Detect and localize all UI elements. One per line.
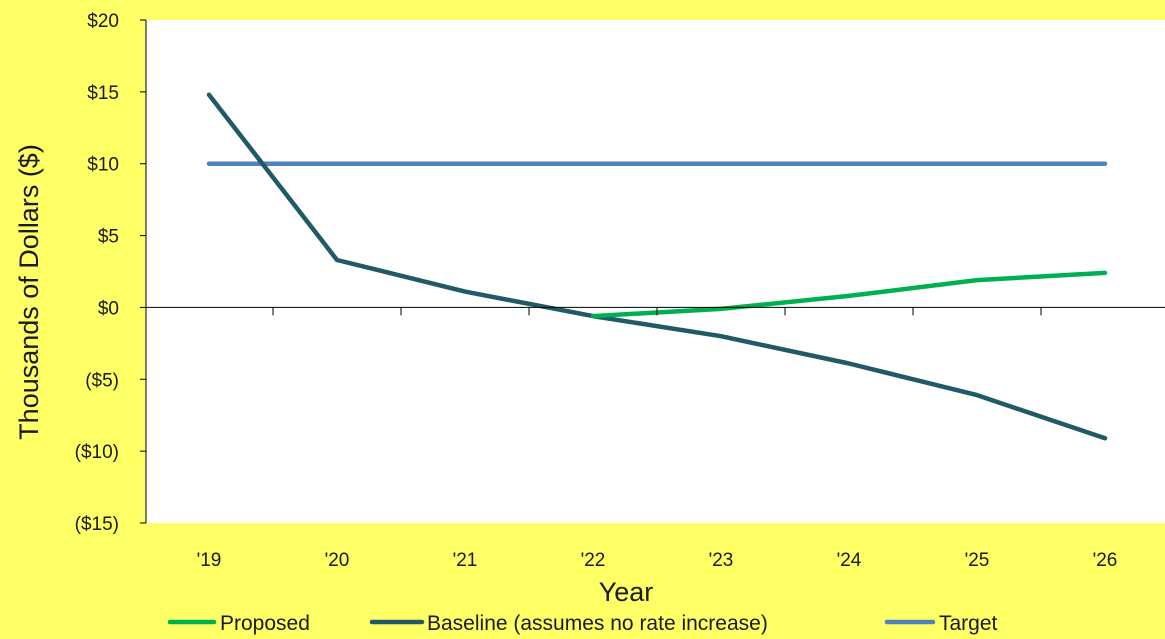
x-axis-title: Year [599,577,654,607]
x-tick-label: '24 [837,550,862,571]
legend-label: Proposed [220,612,310,635]
y-tick-label: $10 [87,155,119,176]
x-tick-label: '20 [325,550,350,571]
series-line-1 [590,270,1108,319]
x-tick-label: '26 [1093,550,1118,571]
y-axis-title: Thousands of Dollars ($) [14,144,44,440]
series-line-2 [206,92,1108,441]
y-tick-label: ($5) [85,370,119,391]
y-tick-label: $15 [87,83,119,104]
x-tick-label: '25 [965,550,990,571]
y-tick-label: ($15) [75,514,119,535]
y-tick-label: ($10) [75,442,119,463]
legend-label: Target [939,612,998,635]
plot-area [146,20,1165,523]
x-tick-label: '19 [197,550,222,571]
x-tick-label: '21 [453,550,478,571]
x-tick-label: '23 [709,550,734,571]
y-tick-label: $20 [87,11,119,32]
x-tick-label: '22 [581,550,606,571]
y-tick-label: $5 [98,227,119,248]
legend-label: Baseline (assumes no rate increase) [427,612,768,635]
legend: Proposed Baseline (assumes no rate increa… [167,612,998,635]
y-tick-label: $0 [98,298,119,319]
